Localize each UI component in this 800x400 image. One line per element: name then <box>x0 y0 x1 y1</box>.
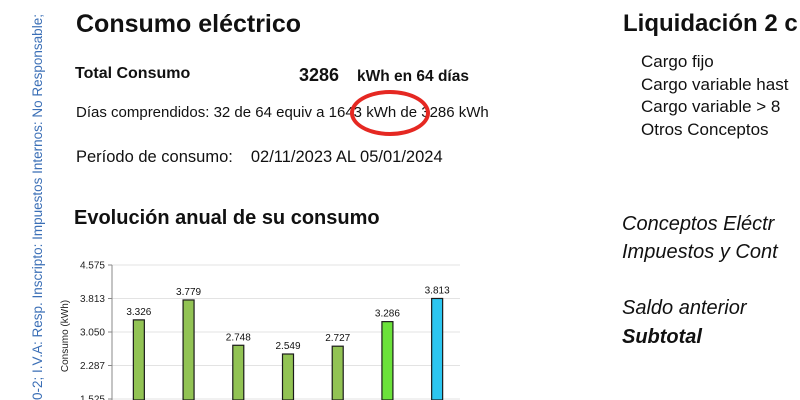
bar <box>381 321 394 400</box>
bar-value-label: 2.549 <box>275 341 300 352</box>
bar <box>281 353 295 400</box>
days-prefix: Días comprendidos: 32 de 64 equiv a <box>76 104 329 121</box>
consumption-bar-chart: Consumo (kWh) 4.575 3.813 3.050 2.287 1.525 3.… <box>60 261 460 400</box>
bar-value-label: 3.286 <box>375 309 400 320</box>
consumo-title: Consumo eléctrico <box>76 10 302 38</box>
red-highlight-circle <box>350 90 430 136</box>
liquidacion-concepts: Conceptos Eléctr Impuestos y Cont <box>622 210 778 266</box>
chart-title: Evolución anual de su consumo <box>74 207 380 229</box>
bar <box>182 299 195 400</box>
vertical-legal-text: 0-2; I.V.A: Resp. Inscripto: Impuestos I… <box>30 14 45 400</box>
bar-value-label: 2.727 <box>325 333 350 344</box>
saldo-anterior-label: Saldo anterior <box>622 297 747 319</box>
bar-value-label: 3.326 <box>126 307 151 318</box>
concept-line: Impuestos y Cont <box>622 241 778 263</box>
period-line: Período de consumo: 02/11/2023 AL 05/01/2… <box>76 148 443 167</box>
bar <box>331 345 344 400</box>
bar-value-label: 2.748 <box>226 332 251 343</box>
y-axis-label: Consumo (kWh) <box>60 300 71 372</box>
liquidacion-items: Cargo fijo Cargo variable hast Cargo var… <box>641 51 788 141</box>
liquidacion-item: Cargo variable hast <box>641 74 789 94</box>
total-consumo-label: Total Consumo <box>75 65 191 82</box>
bar-value-label: 3.813 <box>425 285 450 296</box>
liquidacion-item: Cargo variable > 8 <box>641 97 781 116</box>
subtotal-label: Subtotal <box>622 326 702 348</box>
liquidacion-item: Otros Conceptos <box>641 119 769 139</box>
bar <box>132 319 145 400</box>
bar <box>232 344 245 400</box>
period-value: 02/11/2023 AL 05/01/2024 <box>250 148 443 166</box>
total-consumo-unit: kWh en 64 días <box>357 68 469 85</box>
bar <box>431 297 444 400</box>
bar-value-label: 3.779 <box>176 287 201 298</box>
liquidacion-title: Liquidación 2 c <box>623 10 798 37</box>
liquidacion-item: Cargo fijo <box>641 52 714 71</box>
y-tick-label: 2.287 <box>80 361 105 372</box>
concept-line: Conceptos Eléctr <box>622 213 775 235</box>
total-consumo-value: 3286 <box>299 65 340 85</box>
y-tick-label: 3.813 <box>80 294 105 305</box>
y-tick-label: 3.050 <box>80 328 105 339</box>
y-tick-label: 1.525 <box>80 395 105 400</box>
y-tick-label: 4.575 <box>80 261 105 272</box>
period-label: Período de consumo: <box>76 148 233 166</box>
